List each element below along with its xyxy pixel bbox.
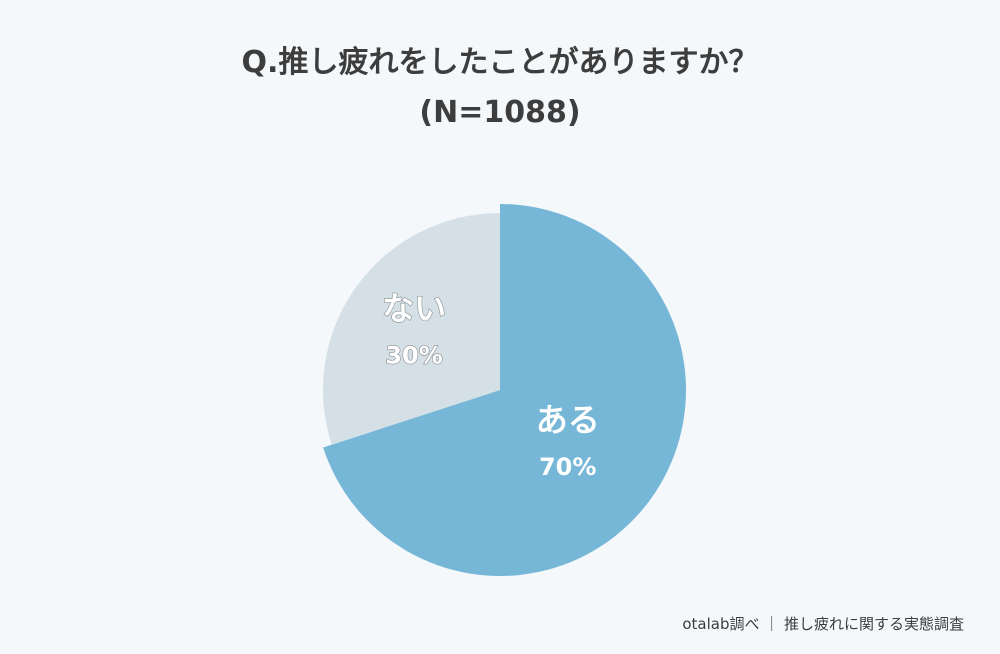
slice-value-label-2: 30% [385,342,442,370]
slice-label-2: ない [382,290,446,328]
chart-title: Q.推し疲れをしたことがありますか？ [241,45,759,80]
pie-slice-2 [323,213,500,445]
chart-subtitle: (N=1088) [419,95,581,130]
slice-value-label-1: 70% [539,453,596,481]
source-note: otalab調べ ｜ 推し疲れに関する実態調査 [682,615,964,633]
slice-label-1: ある [536,401,600,439]
chart-title-block: Q.推し疲れをしたことがありますか？ (N=1088) [0,38,1000,138]
pie-slice-1 [323,204,686,576]
